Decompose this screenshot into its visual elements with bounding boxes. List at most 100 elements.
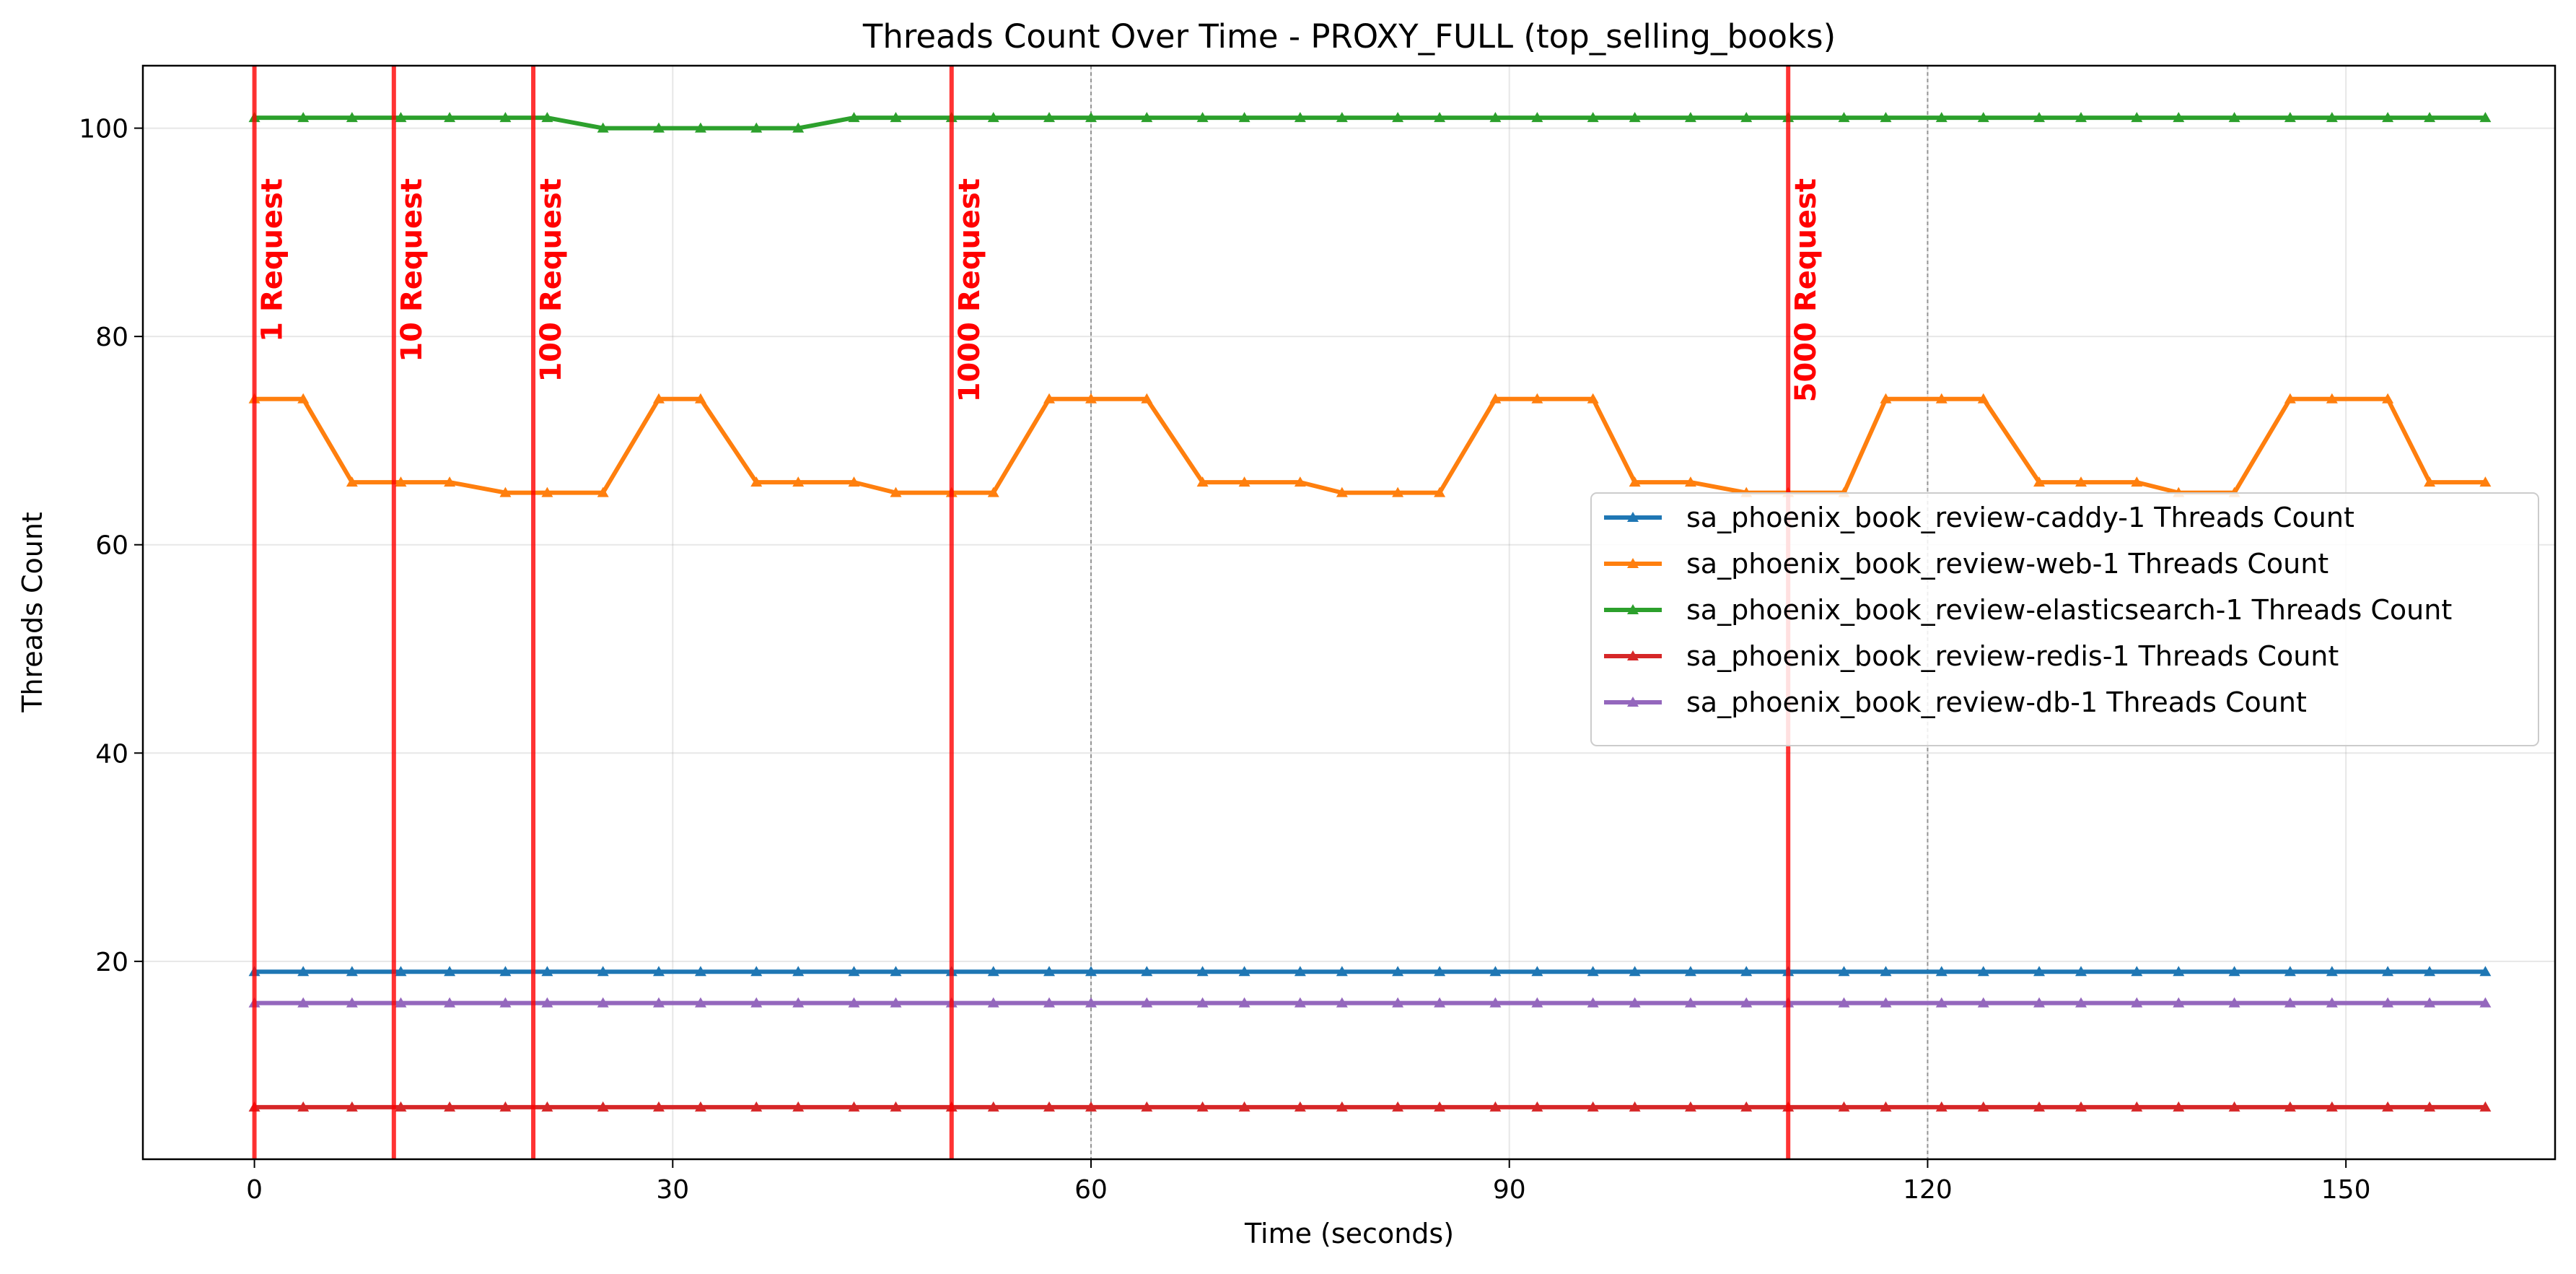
data-point (1587, 112, 1599, 123)
data-point (2131, 997, 2143, 1008)
series-line (254, 115, 2486, 131)
data-point (1880, 112, 1892, 123)
data-point (1336, 997, 1348, 1008)
data-point (1238, 112, 1250, 123)
x-axis-label: Time (seconds) (1244, 1218, 1454, 1249)
data-point (1489, 997, 1502, 1008)
data-point (792, 122, 805, 133)
data-point (1392, 487, 1404, 497)
request-marker-label: 10 Request (395, 178, 429, 362)
data-point (1531, 997, 1543, 1008)
data-point (499, 112, 512, 123)
data-point (1294, 997, 1306, 1008)
data-point (1085, 997, 1098, 1008)
data-point (597, 122, 609, 133)
data-point (444, 112, 456, 123)
series-line (254, 396, 2486, 495)
legend-marker (1627, 650, 1639, 660)
legend-marker (1627, 697, 1639, 707)
data-point (1587, 966, 1599, 977)
data-point (499, 997, 512, 1008)
data-point (2424, 966, 2436, 977)
data-point (1294, 112, 1306, 123)
data-point (1629, 966, 1641, 977)
y-tick-label: 40 (95, 739, 128, 769)
data-point (2075, 966, 2087, 977)
data-point (1740, 966, 1753, 977)
data-point (848, 997, 860, 1008)
data-point (1196, 112, 1209, 123)
y-tick-label: 80 (95, 323, 128, 352)
data-point (2131, 1101, 2143, 1112)
data-point (1196, 997, 1209, 1008)
data-point (1935, 112, 1948, 123)
data-point (1043, 1101, 1056, 1112)
data-point (750, 476, 763, 487)
data-point (652, 997, 665, 1008)
data-point (1531, 1101, 1543, 1112)
data-point (1740, 1101, 1753, 1112)
data-point (1740, 997, 1753, 1008)
data-point (2075, 112, 2087, 123)
data-point (848, 476, 860, 487)
data-point (2033, 1101, 2046, 1112)
series-layer (248, 112, 2492, 1112)
data-point (2173, 997, 2185, 1008)
data-point (1740, 112, 1753, 123)
data-point (2131, 476, 2143, 487)
data-point (1238, 476, 1250, 487)
data-point (1043, 966, 1056, 977)
data-point (2382, 966, 2394, 977)
data-point (2479, 1101, 2492, 1112)
data-point (890, 112, 902, 123)
data-point (2131, 112, 2143, 123)
data-point (1336, 487, 1348, 497)
legend-item: sa_phoenix_book_review-web-1 Threads Cou… (1604, 548, 2329, 580)
legend: sa_phoenix_book_review-caddy-1 Threads C… (1590, 492, 2539, 746)
data-point (1294, 476, 1306, 487)
data-point (395, 1101, 407, 1112)
data-point (2382, 997, 2394, 1008)
request-marker-label: 1 Request (256, 178, 289, 342)
data-point (444, 476, 456, 487)
data-point (1238, 997, 1250, 1008)
legend-marker (1627, 558, 1639, 568)
data-point (395, 997, 407, 1008)
data-point (652, 122, 665, 133)
data-point (987, 1101, 999, 1112)
data-point (2033, 112, 2046, 123)
data-point (597, 1101, 609, 1112)
data-point (2479, 112, 2492, 123)
data-point (1392, 1101, 1404, 1112)
data-point (1392, 997, 1404, 1008)
data-point (1196, 476, 1209, 487)
data-point (297, 393, 310, 403)
data-point (1434, 487, 1446, 497)
data-point (1043, 997, 1056, 1008)
data-point (2382, 1101, 2394, 1112)
data-point (2479, 997, 2492, 1008)
data-point (987, 997, 999, 1008)
data-point (694, 1101, 706, 1112)
request-marker-label: 100 Request (535, 178, 568, 383)
request-marker-label: 5000 Request (1789, 178, 1823, 402)
data-point (652, 966, 665, 977)
data-point (750, 966, 763, 977)
data-point (2382, 393, 2394, 403)
data-point (2284, 966, 2296, 977)
data-point (1838, 1101, 1850, 1112)
axis-ticks: 0 30 60 90 120 150 20 40 60 80 100 (79, 115, 2370, 1205)
data-point (346, 1101, 358, 1112)
data-point (444, 997, 456, 1008)
data-point (1629, 112, 1641, 123)
chart-title: Threads Count Over Time - PROXY_FULL (to… (862, 17, 1836, 56)
data-point (2284, 112, 2296, 123)
legend-label: sa_phoenix_book_review-elasticsearch-1 T… (1686, 594, 2452, 626)
y-tick-label: 60 (95, 531, 128, 561)
data-point (1489, 112, 1502, 123)
request-markers: 1 Request 10 Request 100 Request 1000 Reque… (252, 66, 1823, 1159)
data-point (694, 122, 706, 133)
data-point (1434, 112, 1446, 123)
data-point (1141, 393, 1153, 403)
data-point (848, 966, 860, 977)
